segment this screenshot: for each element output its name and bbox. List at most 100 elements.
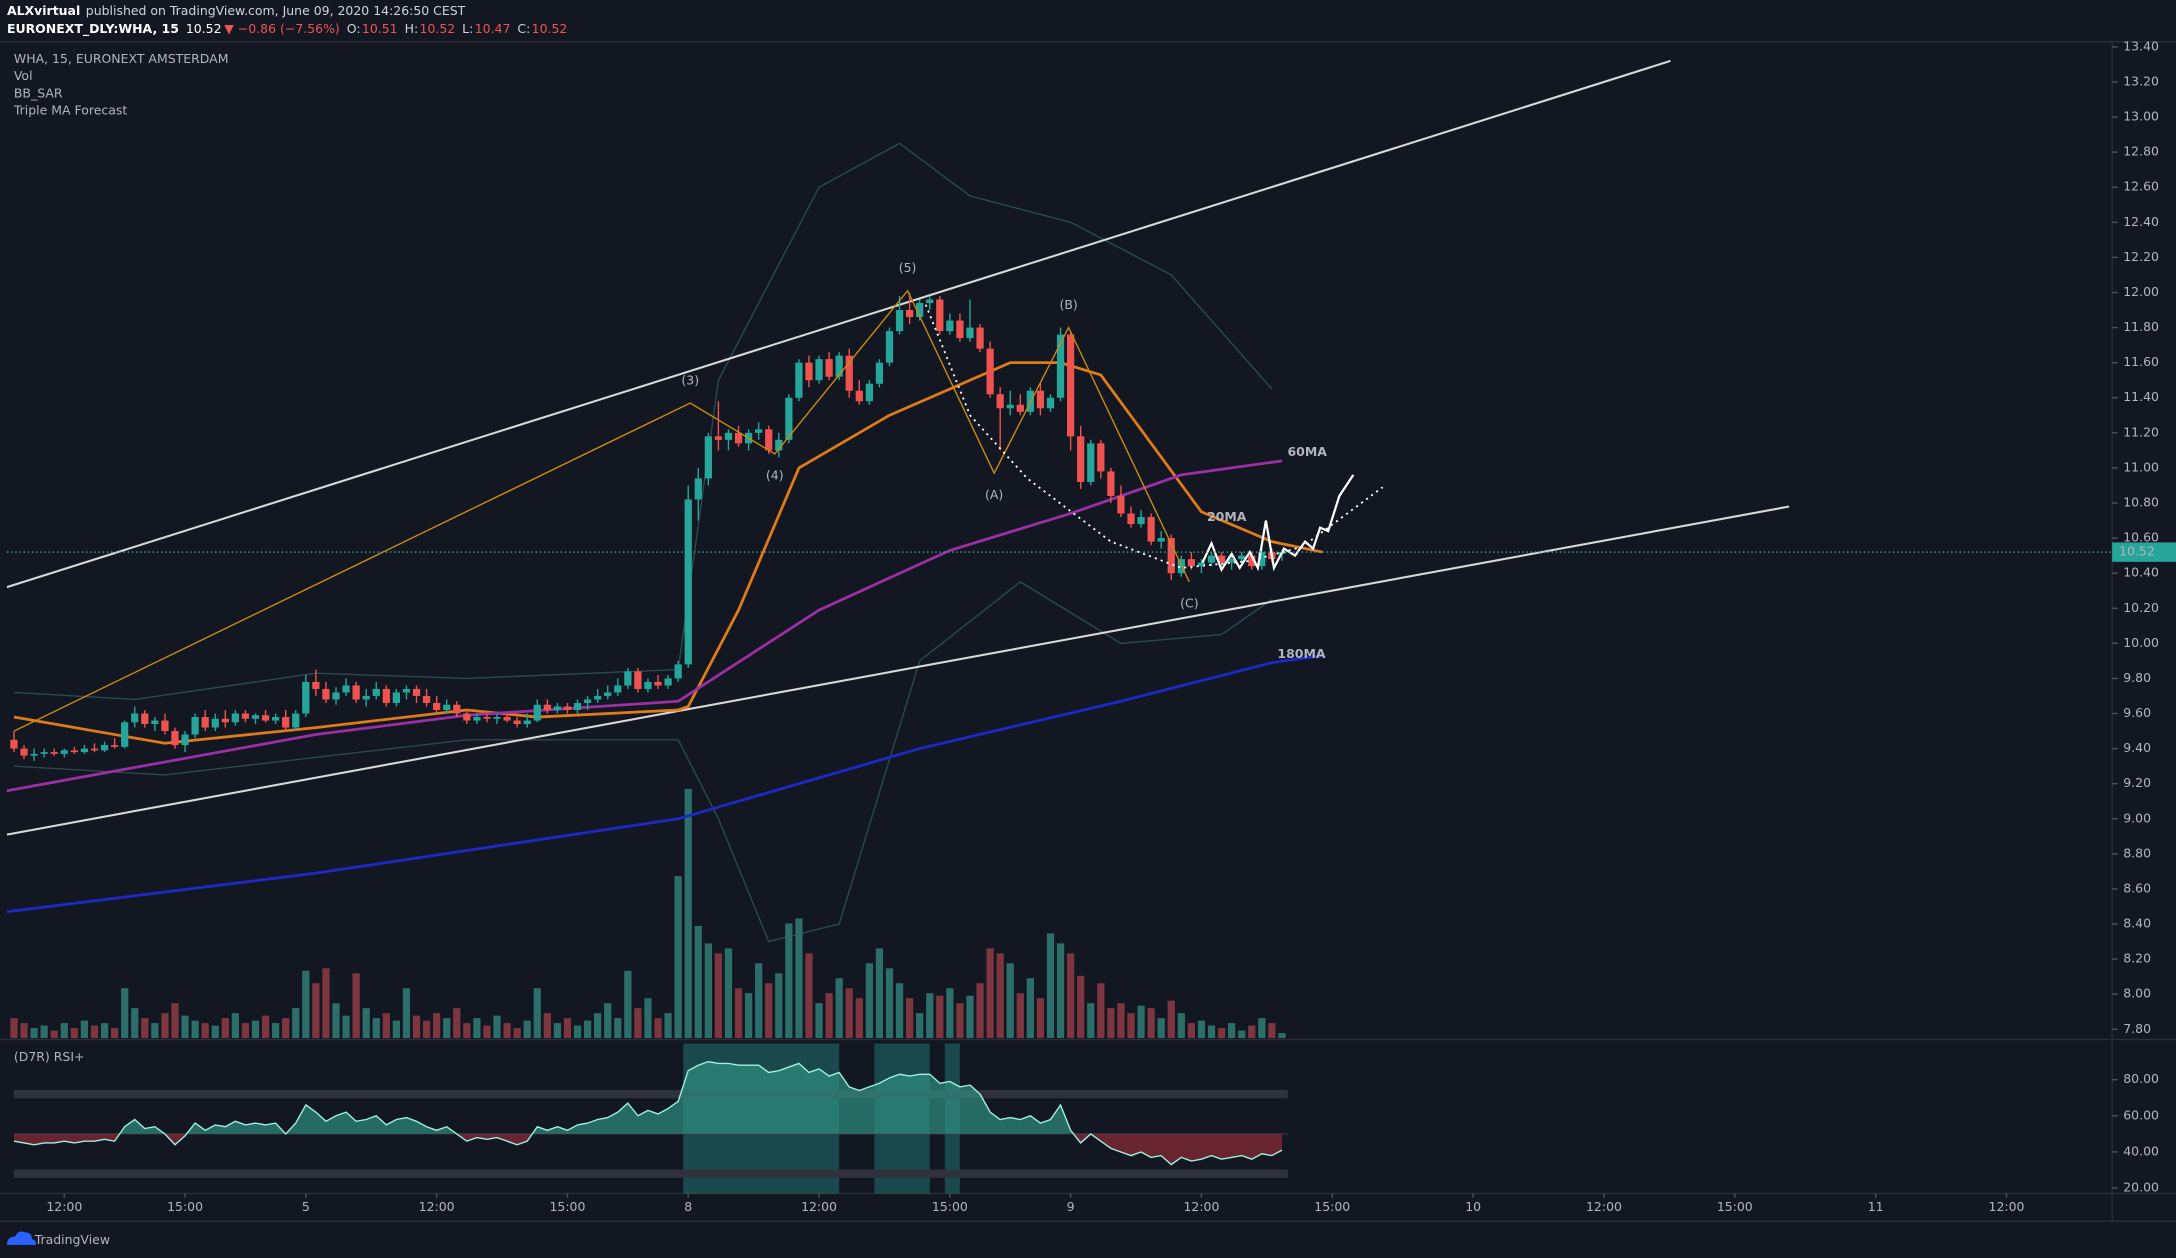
volume-bar	[825, 993, 833, 1039]
candle-body	[926, 299, 934, 304]
y-tick-label: 12.60	[2123, 179, 2159, 194]
volume-bar	[1207, 1025, 1216, 1039]
volume-bar	[1147, 1008, 1155, 1039]
y-tick-label: 9.60	[2123, 705, 2151, 720]
volume-bar	[734, 988, 743, 1039]
candle-body	[292, 713, 300, 728]
volume-bar	[704, 943, 712, 1039]
wave-label: (A)	[985, 487, 1003, 502]
volume-bar	[251, 1020, 260, 1039]
volume-bar	[644, 998, 652, 1039]
candle-body	[342, 685, 350, 693]
y-tick-label: 8.40	[2123, 916, 2151, 931]
volume-bar	[775, 973, 783, 1039]
candle-body	[1187, 559, 1196, 567]
y-tick-label: 9.00	[2123, 810, 2151, 825]
x-tick-label: 12:00	[1183, 1199, 1219, 1214]
volume-bar	[463, 1023, 471, 1039]
volume-bar	[292, 1008, 300, 1039]
candle-body	[976, 327, 984, 349]
y-tick-label: 8.60	[2123, 880, 2151, 895]
volume-bar	[312, 983, 320, 1039]
volume-bar	[624, 970, 632, 1039]
candle-body	[171, 731, 179, 746]
moving-average	[6, 654, 1323, 914]
x-tick-label: 15:00	[1717, 1199, 1753, 1214]
price: 10.52	[186, 21, 222, 36]
candle-body	[1046, 397, 1055, 409]
candle-body	[1157, 538, 1165, 542]
y-tick-label: 11.00	[2123, 459, 2159, 474]
wave-label: (C)	[1180, 596, 1198, 611]
volume-bar	[392, 1020, 401, 1039]
y-tick-label: 9.40	[2123, 740, 2151, 755]
candle-body	[50, 752, 58, 754]
candle-body	[714, 436, 723, 440]
candle-body	[131, 713, 139, 723]
ohlc-value: 10.51	[362, 21, 398, 36]
volume-bar	[684, 788, 692, 1039]
candle-body	[191, 717, 199, 735]
candle-body	[1036, 390, 1045, 409]
volume-bar	[40, 1025, 48, 1039]
volume-bar	[1006, 963, 1014, 1039]
volume-bar	[302, 970, 310, 1039]
volume-bar	[221, 1018, 229, 1039]
volume-bar	[946, 988, 954, 1039]
y-tick-label: 8.00	[2123, 986, 2151, 1001]
y-tick-label: 8.20	[2123, 951, 2151, 966]
volume-bar	[1268, 1023, 1276, 1039]
ma-label: 60MA	[1287, 444, 1327, 459]
candle-body	[835, 355, 843, 377]
candle-body	[986, 348, 994, 395]
candle-body	[785, 397, 793, 440]
legend: WHA, 15, EURONEXT AMSTERDAM Vol BB_SAR Trip…	[13, 51, 229, 117]
volume-bar	[926, 993, 934, 1039]
legend-entry: WHA, 15, EURONEXT AMSTERDAM	[14, 51, 229, 66]
candle-body	[322, 688, 330, 700]
volume-bar	[1187, 1023, 1196, 1039]
candle-body	[664, 678, 672, 686]
volume-bar	[573, 1025, 582, 1039]
volume-bar	[674, 876, 682, 1039]
candle-body	[734, 432, 743, 444]
y-tick-label: 8.80	[2123, 845, 2151, 860]
volume-bar	[714, 953, 723, 1039]
volume-bar	[241, 1023, 250, 1039]
rsi-area-down	[13, 1133, 1283, 1165]
moving-average	[13, 361, 1323, 745]
volume-bar	[100, 1023, 109, 1039]
wave-label: (5)	[899, 260, 917, 275]
candle-body	[875, 362, 884, 384]
candle-body	[332, 692, 340, 700]
volume-bar	[70, 1028, 78, 1039]
volume-bar	[885, 968, 894, 1039]
candle-body	[1117, 495, 1125, 514]
candle-body	[1127, 513, 1135, 525]
volume-bar	[1238, 1030, 1246, 1039]
channel-line	[6, 505, 1790, 836]
volume-bar	[272, 1023, 280, 1039]
volume-bar	[141, 1018, 149, 1039]
candle-body	[261, 715, 270, 721]
wave-label: (3)	[681, 372, 699, 387]
volume-bar	[1127, 1013, 1135, 1039]
candle-body	[1228, 559, 1236, 563]
candle-body	[463, 713, 471, 721]
candle-body	[1016, 404, 1024, 412]
candle-body	[231, 713, 239, 723]
volume-bar	[543, 1013, 551, 1039]
volume-bar	[493, 1015, 501, 1039]
candle-body	[221, 718, 229, 723]
ohlc-label: C:	[517, 21, 530, 36]
candle-body	[946, 320, 954, 332]
volume-bar	[412, 1015, 421, 1039]
candle-body	[503, 717, 511, 721]
rsi-title: (D7R) RSI+	[14, 1049, 85, 1064]
volume-bar	[1177, 1013, 1185, 1039]
volume-bar	[815, 1003, 823, 1039]
candle-body	[493, 717, 501, 719]
bollinger-band	[13, 581, 1273, 943]
candle-body	[1107, 471, 1115, 496]
